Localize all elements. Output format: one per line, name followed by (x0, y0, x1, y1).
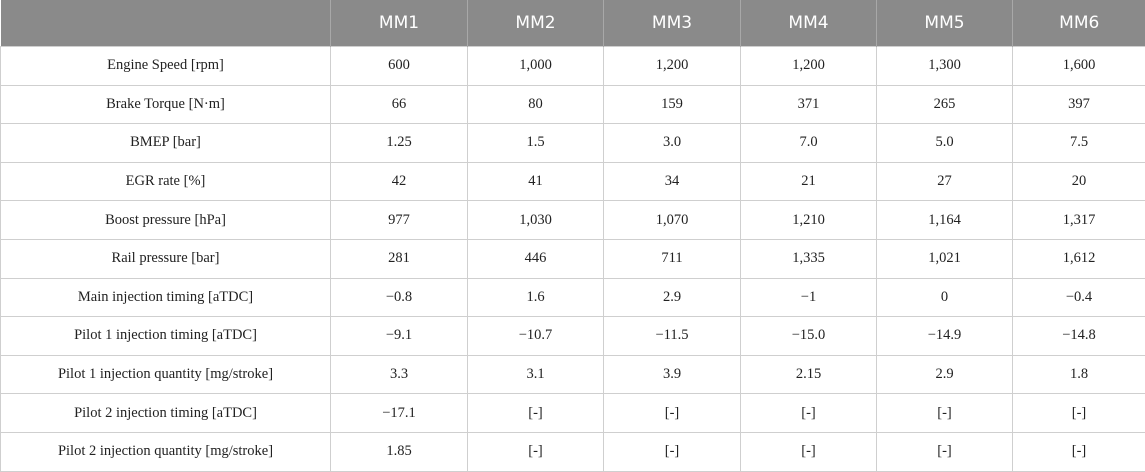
row-label: Pilot 1 injection timing [aTDC] (0, 316, 331, 356)
table-cell: 1.25 (330, 123, 468, 163)
table-row: Main injection timing [aTDC] −0.8 1.6 2.9 −1… (0, 277, 1145, 318)
table-cell: 42 (330, 161, 468, 202)
row-label: Brake Torque [N·m] (0, 84, 331, 125)
row-label: Engine Speed [rpm] (0, 46, 331, 86)
table-cell: 1,317 (1012, 200, 1145, 240)
table-cell: 20 (1012, 161, 1145, 202)
row-label: Rail pressure [bar] (0, 238, 331, 279)
table-cell: 66 (330, 84, 468, 125)
table-cell: −17.1 (330, 393, 468, 433)
row-label: BMEP [bar] (0, 123, 331, 163)
header-corner (0, 0, 331, 47)
table-cell: [-] (1012, 431, 1145, 472)
header-row: MM1 MM2 MM3 MM4 MM5 MM6 (0, 0, 1145, 47)
table-cell: 1.6 (467, 277, 604, 318)
table-cell: [-] (467, 393, 604, 433)
table-cell: 3.3 (330, 354, 468, 395)
table-cell: 711 (603, 238, 741, 279)
table-row: Brake Torque [N·m] 66 80 159 371 265 397 (0, 84, 1145, 125)
table-body: Engine Speed [rpm] 600 1,000 1,200 1,200 1,30… (0, 46, 1145, 472)
table-cell: 446 (467, 238, 604, 279)
table-cell: 1,612 (1012, 238, 1145, 279)
table-row: Rail pressure [bar] 281 446 711 1,335 1,021 1,… (0, 238, 1145, 279)
table-row: EGR rate [%] 42 41 34 21 27 20 (0, 161, 1145, 202)
table-cell: 3.9 (603, 354, 741, 395)
table-cell: 1,030 (467, 200, 604, 240)
table-cell: 1,164 (876, 200, 1013, 240)
table-cell: 41 (467, 161, 604, 202)
table-cell: 1,600 (1012, 46, 1145, 86)
table-cell: −9.1 (330, 316, 468, 356)
table-cell: 1,200 (603, 46, 741, 86)
table-cell: 1,070 (603, 200, 741, 240)
table-cell: 159 (603, 84, 741, 125)
table-cell: 0 (876, 277, 1013, 318)
table-row: Boost pressure [hPa] 977 1,030 1,070 1,210 1,… (0, 200, 1145, 240)
table-cell: 21 (740, 161, 877, 202)
column-header: MM5 (876, 0, 1013, 47)
table-cell: 1,021 (876, 238, 1013, 279)
table-cell: 1.5 (467, 123, 604, 163)
table-cell: [-] (467, 431, 604, 472)
row-label: EGR rate [%] (0, 161, 331, 202)
table-cell: −11.5 (603, 316, 741, 356)
row-label: Pilot 1 injection quantity [mg/stroke] (0, 354, 331, 395)
table-cell: 80 (467, 84, 604, 125)
table-cell: 281 (330, 238, 468, 279)
table-cell: 3.1 (467, 354, 604, 395)
row-label: Boost pressure [hPa] (0, 200, 331, 240)
column-header: MM4 (740, 0, 877, 47)
table-cell: 1,335 (740, 238, 877, 279)
table-cell: 5.0 (876, 123, 1013, 163)
table-cell: −0.8 (330, 277, 468, 318)
table-cell: 1,200 (740, 46, 877, 86)
table-cell: −1 (740, 277, 877, 318)
table-cell: 1,300 (876, 46, 1013, 86)
table-cell: 1.8 (1012, 354, 1145, 395)
row-label: Pilot 2 injection timing [aTDC] (0, 393, 331, 433)
table-cell: [-] (740, 431, 877, 472)
column-header: MM6 (1012, 0, 1145, 47)
column-header: MM1 (330, 0, 468, 47)
row-label: Pilot 2 injection quantity [mg/stroke] (0, 431, 331, 472)
table-cell: 600 (330, 46, 468, 86)
table-cell: 27 (876, 161, 1013, 202)
table-cell: 34 (603, 161, 741, 202)
table-cell: [-] (876, 431, 1013, 472)
table-row: Pilot 2 injection timing [aTDC] −17.1 [-][… (0, 393, 1145, 433)
table-cell: 1.85 (330, 431, 468, 472)
table-cell: 2.9 (603, 277, 741, 318)
table-row: Engine Speed [rpm] 600 1,000 1,200 1,200 1,30… (0, 46, 1145, 86)
table-cell: −14.8 (1012, 316, 1145, 356)
table-cell: 7.0 (740, 123, 877, 163)
table-row: Pilot 1 injection quantity [mg/stroke] 3.… (0, 354, 1145, 395)
table-cell: 371 (740, 84, 877, 125)
table-cell: [-] (603, 393, 741, 433)
table-cell: −14.9 (876, 316, 1013, 356)
table-cell: 397 (1012, 84, 1145, 125)
table-cell: 2.9 (876, 354, 1013, 395)
table-cell: −10.7 (467, 316, 604, 356)
table-cell: 1,000 (467, 46, 604, 86)
table-row: Pilot 2 injection quantity [mg/stroke] 1.… (0, 431, 1145, 472)
table-cell: 2.15 (740, 354, 877, 395)
table-cell: [-] (603, 431, 741, 472)
table-cell: −15.0 (740, 316, 877, 356)
table-cell: 7.5 (1012, 123, 1145, 163)
row-label: Main injection timing [aTDC] (0, 277, 331, 318)
table-cell: 977 (330, 200, 468, 240)
table-row: BMEP [bar] 1.25 1.5 3.0 7.0 5.0 7.5 (0, 123, 1145, 163)
table-cell: [-] (876, 393, 1013, 433)
column-header: MM3 (603, 0, 741, 47)
table-row: Pilot 1 injection timing [aTDC] −9.1 −10.7… (0, 316, 1145, 356)
table-cell: 1,210 (740, 200, 877, 240)
column-header: MM2 (467, 0, 604, 47)
table-cell: 265 (876, 84, 1013, 125)
table-cell: −0.4 (1012, 277, 1145, 318)
table-cell: [-] (740, 393, 877, 433)
table-cell: [-] (1012, 393, 1145, 433)
table-cell: 3.0 (603, 123, 741, 163)
